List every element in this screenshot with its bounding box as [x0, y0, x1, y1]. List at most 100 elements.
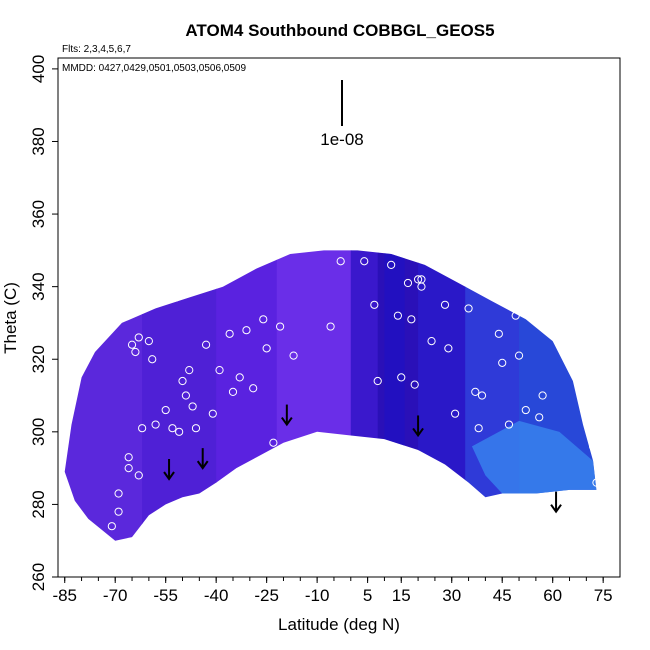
sample-point	[471, 387, 480, 397]
sample-point	[451, 409, 460, 418]
sample-point	[410, 380, 419, 389]
sample-point	[178, 376, 187, 386]
wind-arrow	[281, 404, 293, 427]
sample-point	[148, 355, 157, 364]
sample-point	[531, 307, 540, 317]
sample-point	[242, 326, 251, 335]
sample-point	[208, 409, 217, 418]
point-layer	[67, 257, 601, 531]
field-band	[519, 250, 597, 541]
x-tick-label: -55	[153, 586, 178, 605]
sample-point	[403, 278, 413, 288]
sample-point	[188, 402, 197, 411]
sample-point	[504, 420, 514, 429]
wind-arrow	[163, 459, 175, 481]
y-tick-label: 340	[29, 272, 48, 300]
y-tick-label: 320	[29, 345, 48, 373]
sample-point	[262, 344, 271, 353]
sample-point	[131, 347, 140, 357]
sample-point	[185, 366, 194, 375]
wind-arrow	[196, 448, 209, 470]
x-tick-label: 75	[594, 586, 613, 605]
sample-point	[588, 442, 598, 451]
chart-title: ATOM4 Southbound COBBGL_GEOS5	[185, 21, 494, 40]
x-tick-label: -25	[254, 586, 279, 605]
sample-point	[477, 391, 487, 400]
x-tick-label: 60	[543, 586, 562, 605]
sample-point	[138, 424, 147, 433]
x-tick-label: 5	[363, 586, 372, 605]
sample-point	[175, 427, 184, 436]
wind-arrow	[412, 415, 424, 438]
y-tick-label: 380	[29, 127, 48, 155]
x-tick-label: -40	[204, 586, 229, 605]
sample-point	[373, 376, 382, 386]
sample-point	[413, 275, 423, 284]
sample-point	[498, 358, 507, 367]
sample-point	[134, 333, 143, 342]
sample-point	[434, 260, 443, 269]
sample-point	[538, 391, 547, 400]
sample-point	[397, 373, 406, 382]
sample-point	[326, 322, 335, 331]
sample-point	[124, 453, 133, 462]
sample-point	[228, 387, 238, 397]
y-axis: 260 280 300 320 340 360 380 400	[29, 55, 58, 591]
field-band	[418, 250, 466, 541]
field-band	[216, 250, 278, 541]
sample-point	[417, 282, 426, 291]
sample-point	[535, 413, 544, 422]
sample-point	[181, 391, 190, 400]
sample-point	[249, 384, 258, 393]
sample-point	[427, 336, 436, 346]
x-tick-label: 15	[392, 586, 411, 605]
sample-point	[107, 522, 116, 531]
field-band	[142, 250, 217, 541]
sample-point	[269, 438, 278, 447]
dates-note: MMDD: 0427,0429,0501,0503,0506,0509	[62, 63, 246, 74]
sample-point	[124, 464, 133, 473]
sample-point	[444, 344, 453, 353]
y-tick-label: 300	[29, 418, 48, 446]
sample-point	[235, 373, 244, 382]
x-tick-label: 45	[493, 586, 512, 605]
field-highlight	[471, 420, 597, 494]
sample-point	[370, 300, 379, 309]
sample-point	[161, 405, 170, 415]
arrow-layer	[163, 404, 562, 514]
sample-point	[114, 489, 123, 498]
sample-point	[134, 471, 143, 480]
sample-point	[289, 351, 298, 360]
x-tick-label: 30	[442, 586, 461, 605]
y-tick-label: 260	[29, 563, 48, 591]
sample-point	[494, 329, 503, 338]
sample-point	[592, 478, 601, 487]
sample-point	[474, 424, 483, 433]
x-axis-label: Latitude (deg N)	[278, 615, 400, 634]
sample-point	[191, 424, 201, 433]
y-tick-label: 280	[29, 490, 48, 518]
sample-point	[151, 420, 160, 429]
flights-note: Flts: 2,3,4,5,6,7	[62, 44, 131, 55]
sample-point	[144, 336, 153, 346]
sample-point	[440, 300, 450, 309]
sample-point	[511, 311, 520, 320]
field-band	[64, 250, 143, 541]
x-tick-label: -10	[305, 586, 330, 605]
sample-point	[393, 311, 402, 320]
y-tick-label: 360	[29, 200, 48, 228]
sample-point	[464, 304, 473, 313]
scale-label: 1e-08	[320, 130, 363, 149]
x-tick-label: -85	[52, 586, 77, 605]
sample-point	[168, 424, 177, 433]
field-band	[465, 250, 520, 541]
sample-point	[215, 366, 224, 375]
y-tick-label: 400	[29, 55, 48, 83]
sample-point	[276, 322, 285, 331]
sample-point	[67, 355, 76, 364]
sample-point	[387, 260, 396, 269]
sample-point	[360, 257, 369, 266]
sample-point	[201, 340, 211, 349]
sample-point	[407, 315, 416, 324]
sample-point	[259, 315, 268, 324]
